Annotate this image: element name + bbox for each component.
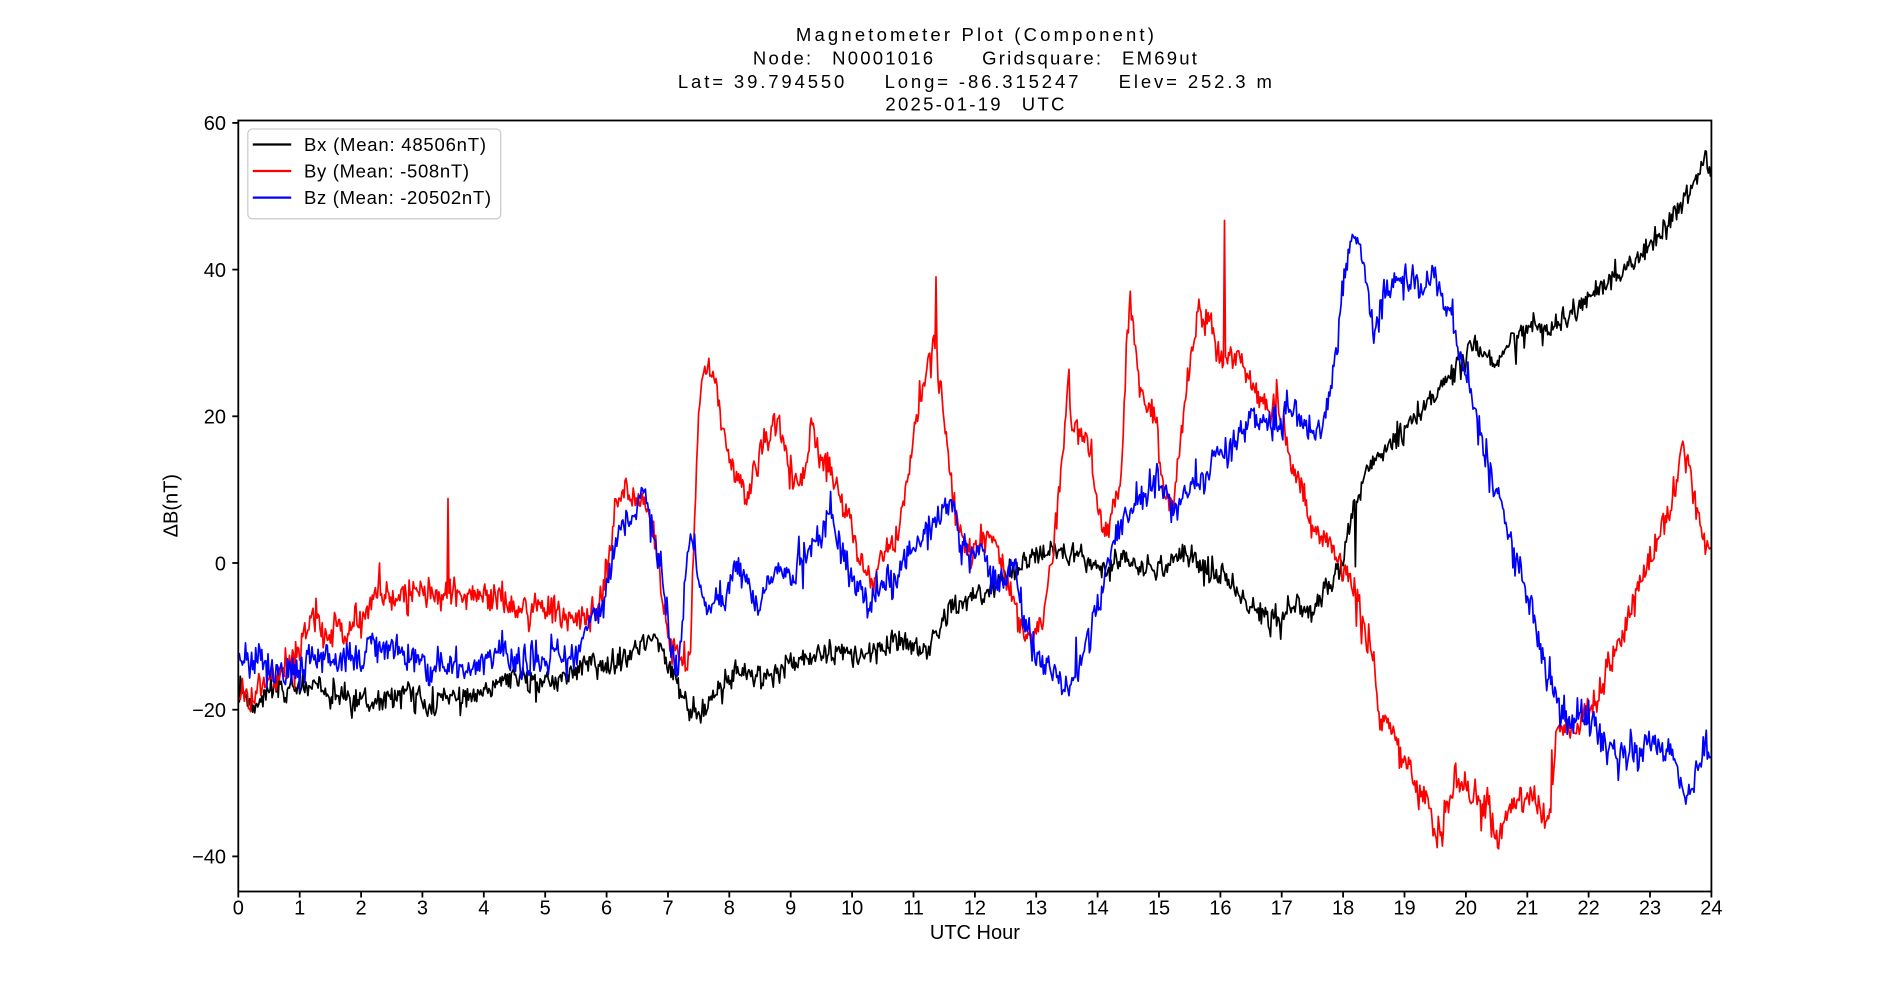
- svg-text:Node: N0001016 Gridsquare:: Node: N0001016 Gridsquare: EM69ut: [753, 48, 1197, 69]
- svg-text:4: 4: [478, 898, 489, 920]
- svg-text:40: 40: [204, 260, 226, 282]
- svg-text:20: 20: [204, 407, 226, 429]
- svg-text:11: 11: [903, 898, 924, 920]
- svg-text:By (Mean: -508nT): By (Mean: -508nT): [304, 161, 469, 182]
- svg-text:Bx (Mean: 48506nT): Bx (Mean: 48506nT): [304, 134, 486, 155]
- svg-text:13: 13: [1025, 898, 1047, 920]
- svg-text:10: 10: [841, 898, 863, 920]
- svg-text:Lat= 39.794550 Long= -86.315: Lat= 39.794550 Long= -86.315247 Elev= 25…: [678, 71, 1272, 92]
- svg-text:2: 2: [356, 898, 367, 920]
- svg-text:22: 22: [1577, 898, 1599, 920]
- svg-text:−40: −40: [192, 847, 226, 869]
- svg-text:9: 9: [785, 898, 796, 920]
- svg-text:2025-01-19 UTC: 2025-01-19 UTC: [885, 94, 1064, 115]
- svg-text:UTC Hour: UTC Hour: [930, 922, 1020, 944]
- svg-text:ΔB(nT): ΔB(nT): [161, 474, 183, 537]
- svg-text:8: 8: [724, 898, 735, 920]
- svg-text:19: 19: [1393, 898, 1415, 920]
- svg-text:5: 5: [540, 898, 551, 920]
- svg-text:14: 14: [1086, 898, 1108, 920]
- svg-text:0: 0: [233, 898, 244, 920]
- svg-text:0: 0: [215, 553, 226, 575]
- svg-text:7: 7: [662, 898, 673, 920]
- svg-text:3: 3: [417, 898, 428, 920]
- svg-text:Bz (Mean: -20502nT): Bz (Mean: -20502nT): [304, 187, 491, 208]
- svg-text:1: 1: [294, 898, 305, 920]
- svg-text:20: 20: [1455, 898, 1477, 920]
- svg-text:24: 24: [1700, 898, 1722, 920]
- svg-text:23: 23: [1639, 898, 1661, 920]
- svg-text:60: 60: [204, 113, 226, 135]
- svg-text:−20: −20: [192, 700, 226, 722]
- svg-text:21: 21: [1516, 898, 1538, 920]
- svg-text:12: 12: [964, 898, 986, 920]
- svg-text:15: 15: [1148, 898, 1170, 920]
- svg-text:18: 18: [1332, 898, 1354, 920]
- svg-text:6: 6: [601, 898, 612, 920]
- svg-text:16: 16: [1209, 898, 1231, 920]
- svg-text:17: 17: [1271, 898, 1293, 920]
